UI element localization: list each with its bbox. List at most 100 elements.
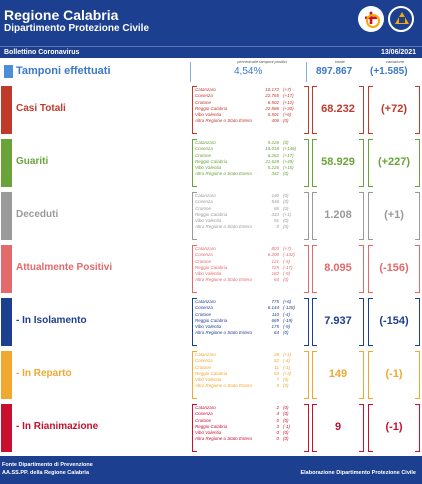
province-row: Catanzaro 26 (+1)	[195, 352, 307, 358]
tamponi-total: 897.867	[316, 66, 353, 77]
province-row: Altra Regione o Stato Estero 0 (0)	[195, 224, 307, 230]
province-delta: (-128)	[283, 305, 296, 311]
province-value: 9.226	[267, 140, 279, 145]
province-row: Vibo Valentia 5.226 (+15)	[195, 165, 307, 171]
province-row: Cosenza 22.765 (+17)	[195, 93, 307, 99]
section-3: Attualmente Positivi 8.095 (-156) Catanz…	[0, 243, 422, 295]
bracket-close	[304, 192, 309, 240]
province-row: Crotone 11 (-1)	[195, 365, 307, 371]
province-value: 53	[273, 370, 279, 376]
province-value: 52	[273, 358, 279, 364]
province-name: Vibo Valentia	[195, 377, 222, 383]
province-value: 10.172	[265, 87, 279, 92]
province-delta: (-17)	[283, 264, 293, 270]
page-title: Regione Calabria	[4, 7, 119, 23]
province-delta: (0)	[283, 436, 289, 442]
province-value: 775	[271, 299, 279, 304]
province-value: 22.886	[265, 105, 279, 111]
province-value: 26	[273, 352, 279, 357]
province-name: Vibo Valentia	[195, 112, 222, 118]
bracket-close	[415, 404, 420, 452]
bracket-close	[304, 404, 309, 452]
province-name: Vibo Valentia	[195, 165, 222, 171]
section-label: - In Isolamento	[16, 315, 87, 326]
section-5: - In Reparto 149 (-1) Catanzaro 26 (+1) …	[0, 349, 422, 401]
province-row: Vibo Valentia 5.501 (+6)	[195, 112, 307, 118]
province-value: 6.502	[267, 99, 279, 105]
province-value: 121	[271, 258, 279, 264]
province-delta: (-4)	[283, 311, 290, 317]
province-delta: (0)	[283, 383, 289, 389]
page-subtitle: Dipartimento Protezione Civile	[4, 23, 150, 34]
province-name: Reggio Calabria	[195, 211, 228, 217]
province-delta: (+1)	[283, 211, 292, 217]
province-row: Crotone 0 (0)	[195, 418, 307, 424]
bracket-open	[368, 192, 373, 240]
province-value: 0	[276, 224, 279, 230]
bracket-close	[415, 351, 420, 399]
province-list: Catanzaro 26 (+1) Cosenza 52 (-4) Croton…	[195, 352, 307, 390]
province-row: Vibo Valentia 175 (-9)	[195, 324, 307, 330]
province-row: Cosenza 546 (0)	[195, 199, 307, 205]
column-header-percent: percentuale tamponi positivi	[237, 59, 287, 64]
section-color-bar	[1, 298, 12, 346]
protezione-civile-logo	[388, 6, 414, 32]
province-row: Crotone 6.502 (+12)	[195, 100, 307, 106]
province-row: Reggio Calabria 669 (-19)	[195, 318, 307, 324]
column-header-variation: variazione	[385, 59, 405, 64]
province-name: Cosenza	[195, 252, 213, 258]
province-value: 110	[271, 311, 279, 317]
province-name: Vibo Valentia	[195, 218, 222, 224]
section-total: 9	[334, 421, 342, 433]
province-list: Catanzaro 803 (+7) Cosenza 6.200 (-132) …	[195, 246, 307, 284]
province-row: Altra Regione o Stato Estero 0 (0)	[195, 436, 307, 442]
province-delta: (+6)	[283, 112, 292, 118]
bracket-close	[359, 298, 364, 346]
section-total: 58.929	[321, 156, 355, 168]
section-2: Deceduti 1.208 (+1) Catanzaro 140 (0) Co…	[0, 190, 422, 242]
bracket-open	[312, 245, 317, 293]
province-name: Catanzaro	[195, 87, 216, 92]
tamponi-percent: 4,54%	[234, 66, 263, 77]
province-delta: (0)	[283, 193, 289, 198]
bracket-open	[192, 351, 197, 399]
province-list: Catanzaro 140 (0) Cosenza 546 (0) Croton…	[195, 193, 307, 231]
province-value: 803	[271, 246, 279, 251]
regione-calabria-logo	[358, 6, 384, 32]
province-name: Reggio Calabria	[195, 370, 228, 376]
province-list: Catanzaro 2 (0) Cosenza 4 (0) Crotone 0 …	[195, 405, 307, 443]
bracket-open	[368, 139, 373, 187]
bracket-open	[368, 298, 373, 346]
province-value: 18.018	[265, 146, 279, 152]
province-row: Reggio Calabria 3 (-1)	[195, 424, 307, 430]
province-value: 546	[271, 199, 279, 205]
section-6: - In Rianimazione 9 (-1) Catanzaro 2 (0)…	[0, 402, 422, 454]
footer: Fonte Dipartimento di Prevenzione AA.SS.…	[0, 456, 422, 484]
province-name: Reggio Calabria	[195, 264, 228, 270]
province-row: Vibo Valentia 91 (0)	[195, 218, 307, 224]
province-value: 0	[276, 430, 279, 436]
bracket-close	[415, 192, 420, 240]
section-label: Casi Totali	[16, 103, 66, 114]
bracket-close	[415, 86, 420, 134]
province-row: Catanzaro 775 (+6)	[195, 299, 307, 305]
province-value: 86	[273, 205, 279, 211]
province-delta: (0)	[283, 405, 289, 410]
section-label: Attualmente Positivi	[16, 262, 113, 273]
province-value: 5.226	[267, 165, 279, 171]
bracket-close	[359, 404, 364, 452]
province-name: Reggio Calabria	[195, 105, 228, 111]
section-color-bar	[1, 139, 12, 187]
divider	[306, 62, 307, 82]
province-value: 333	[271, 211, 279, 217]
province-row: Cosenza 18.018 (+146)	[195, 146, 307, 152]
footer-source-2: AA.SS.PP. della Regione Calabria	[2, 470, 90, 476]
province-delta: (+17)	[283, 93, 294, 99]
section-color-bar	[1, 404, 12, 452]
section-label: Guariti	[16, 156, 49, 167]
bulletin-bar: Bollettino Coronavirus 13/06/2021	[0, 46, 422, 58]
province-row: Catanzaro 140 (0)	[195, 193, 307, 199]
province-name: Catanzaro	[195, 299, 216, 304]
tamponi-color-bar	[4, 65, 13, 78]
section-variation: (-154)	[379, 315, 409, 327]
